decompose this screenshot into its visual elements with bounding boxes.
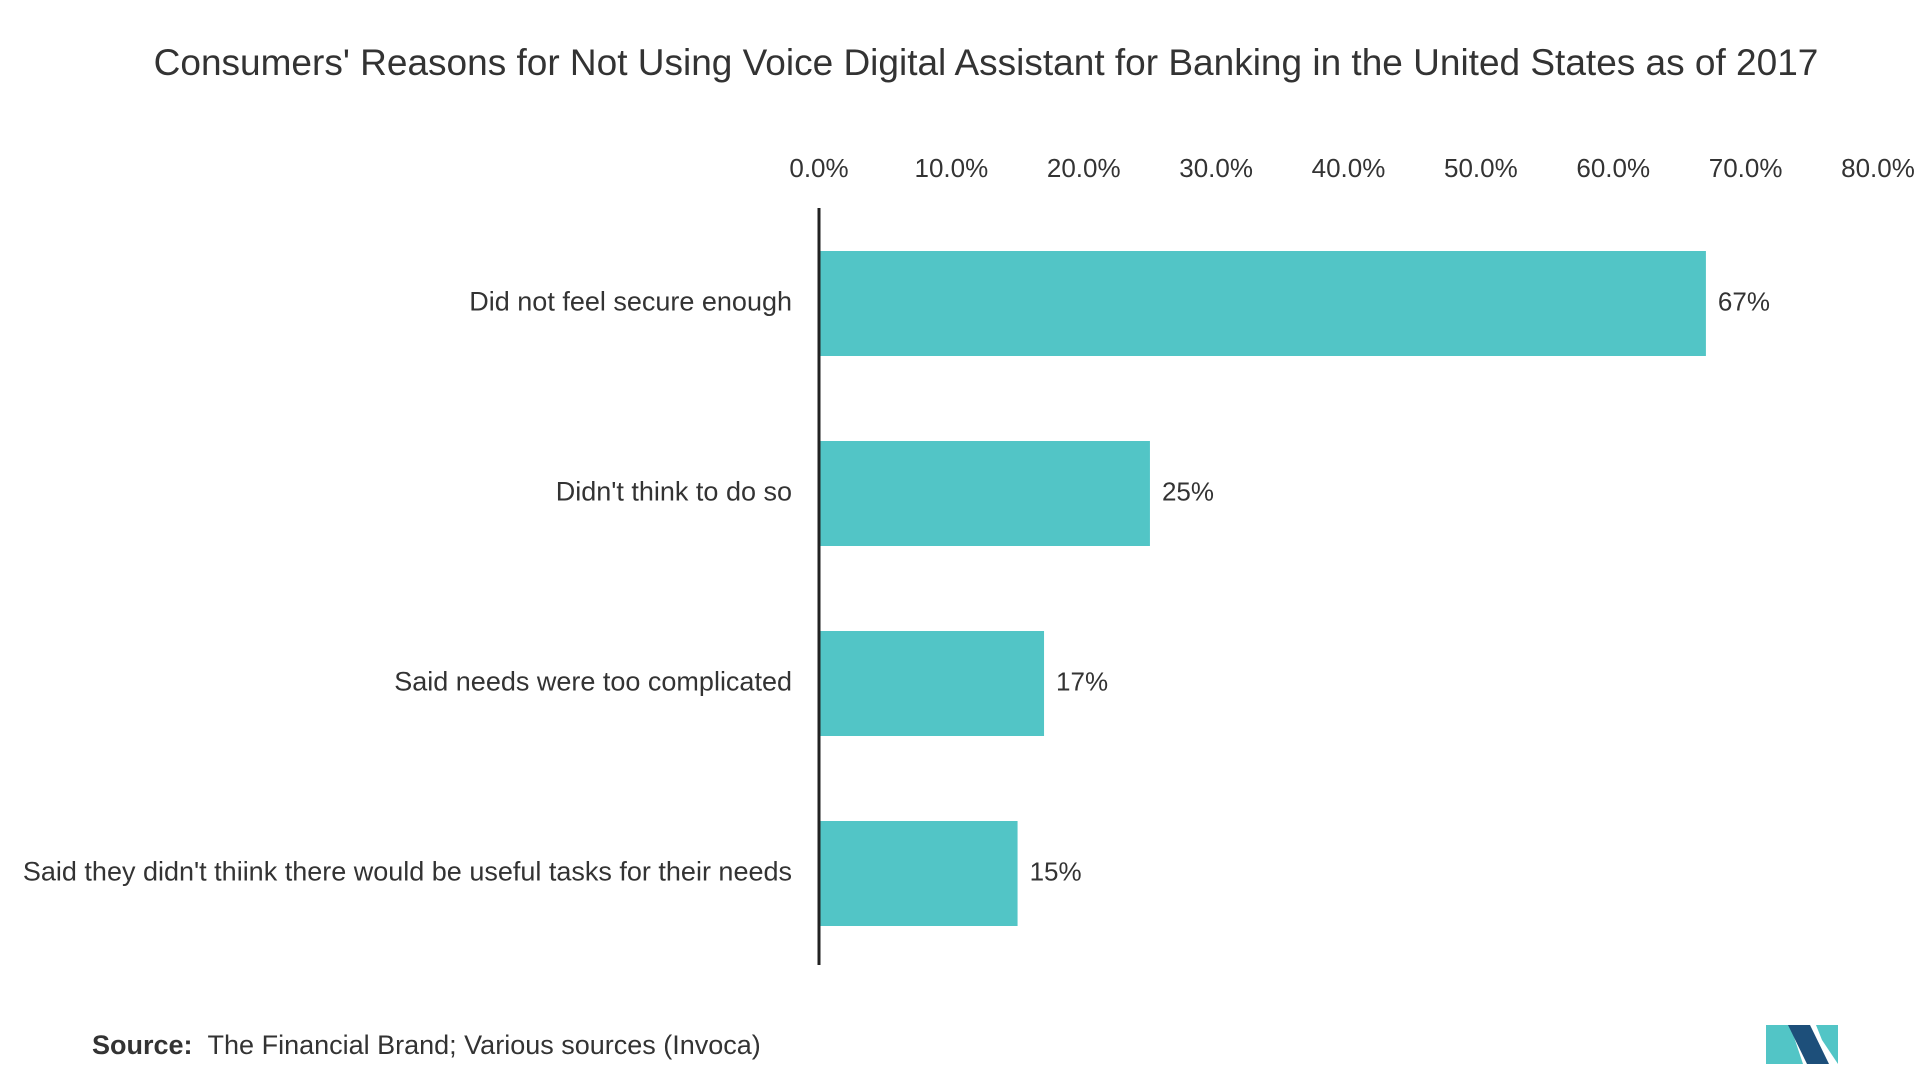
x-tick-label: 70.0% (1709, 153, 1783, 183)
bar (819, 821, 1018, 926)
x-axis-ticks: 0.0% 10.0% 20.0% 30.0% 40.0% 50.0% 60.0% 70.0% 8… (789, 153, 1915, 183)
value-label: 25% (1162, 476, 1214, 506)
x-tick-label: 10.0% (915, 153, 989, 183)
value-label: 15% (1030, 856, 1082, 886)
category-label: Said needs were too complicated (394, 667, 792, 697)
value-label: 17% (1056, 666, 1108, 696)
bars-group (819, 251, 1706, 926)
category-label: Said they didn't thiink there would be u… (23, 857, 792, 887)
logo-shape-left (1766, 1025, 1803, 1064)
chart-title: Consumers' Reasons for Not Using Voice D… (154, 42, 1819, 83)
category-labels: Did not feel secure enough Didn't think t… (23, 287, 792, 887)
x-tick-label: 30.0% (1179, 153, 1253, 183)
source-label: Source: (92, 1030, 193, 1060)
x-tick-label: 50.0% (1444, 153, 1518, 183)
x-tick-label: 20.0% (1047, 153, 1121, 183)
source-text: Source: The Financial Brand; Various sou… (92, 1030, 761, 1060)
x-tick-label: 60.0% (1576, 153, 1650, 183)
bar (819, 441, 1150, 546)
x-tick-label: 0.0% (789, 153, 848, 183)
x-tick-label: 80.0% (1841, 153, 1915, 183)
value-labels: 67% 25% 17% 15% (1030, 286, 1770, 886)
bar (819, 631, 1045, 736)
mordor-logo-icon (1766, 1025, 1838, 1064)
logo-shape-middle (1788, 1025, 1829, 1064)
logo-shape-right (1816, 1025, 1838, 1064)
x-tick-label: 40.0% (1312, 153, 1386, 183)
category-label: Didn't think to do so (556, 477, 792, 507)
value-label: 67% (1718, 286, 1770, 316)
source-value: The Financial Brand; Various sources (In… (208, 1030, 761, 1060)
bar (819, 251, 1706, 356)
category-label: Did not feel secure enough (469, 287, 792, 317)
